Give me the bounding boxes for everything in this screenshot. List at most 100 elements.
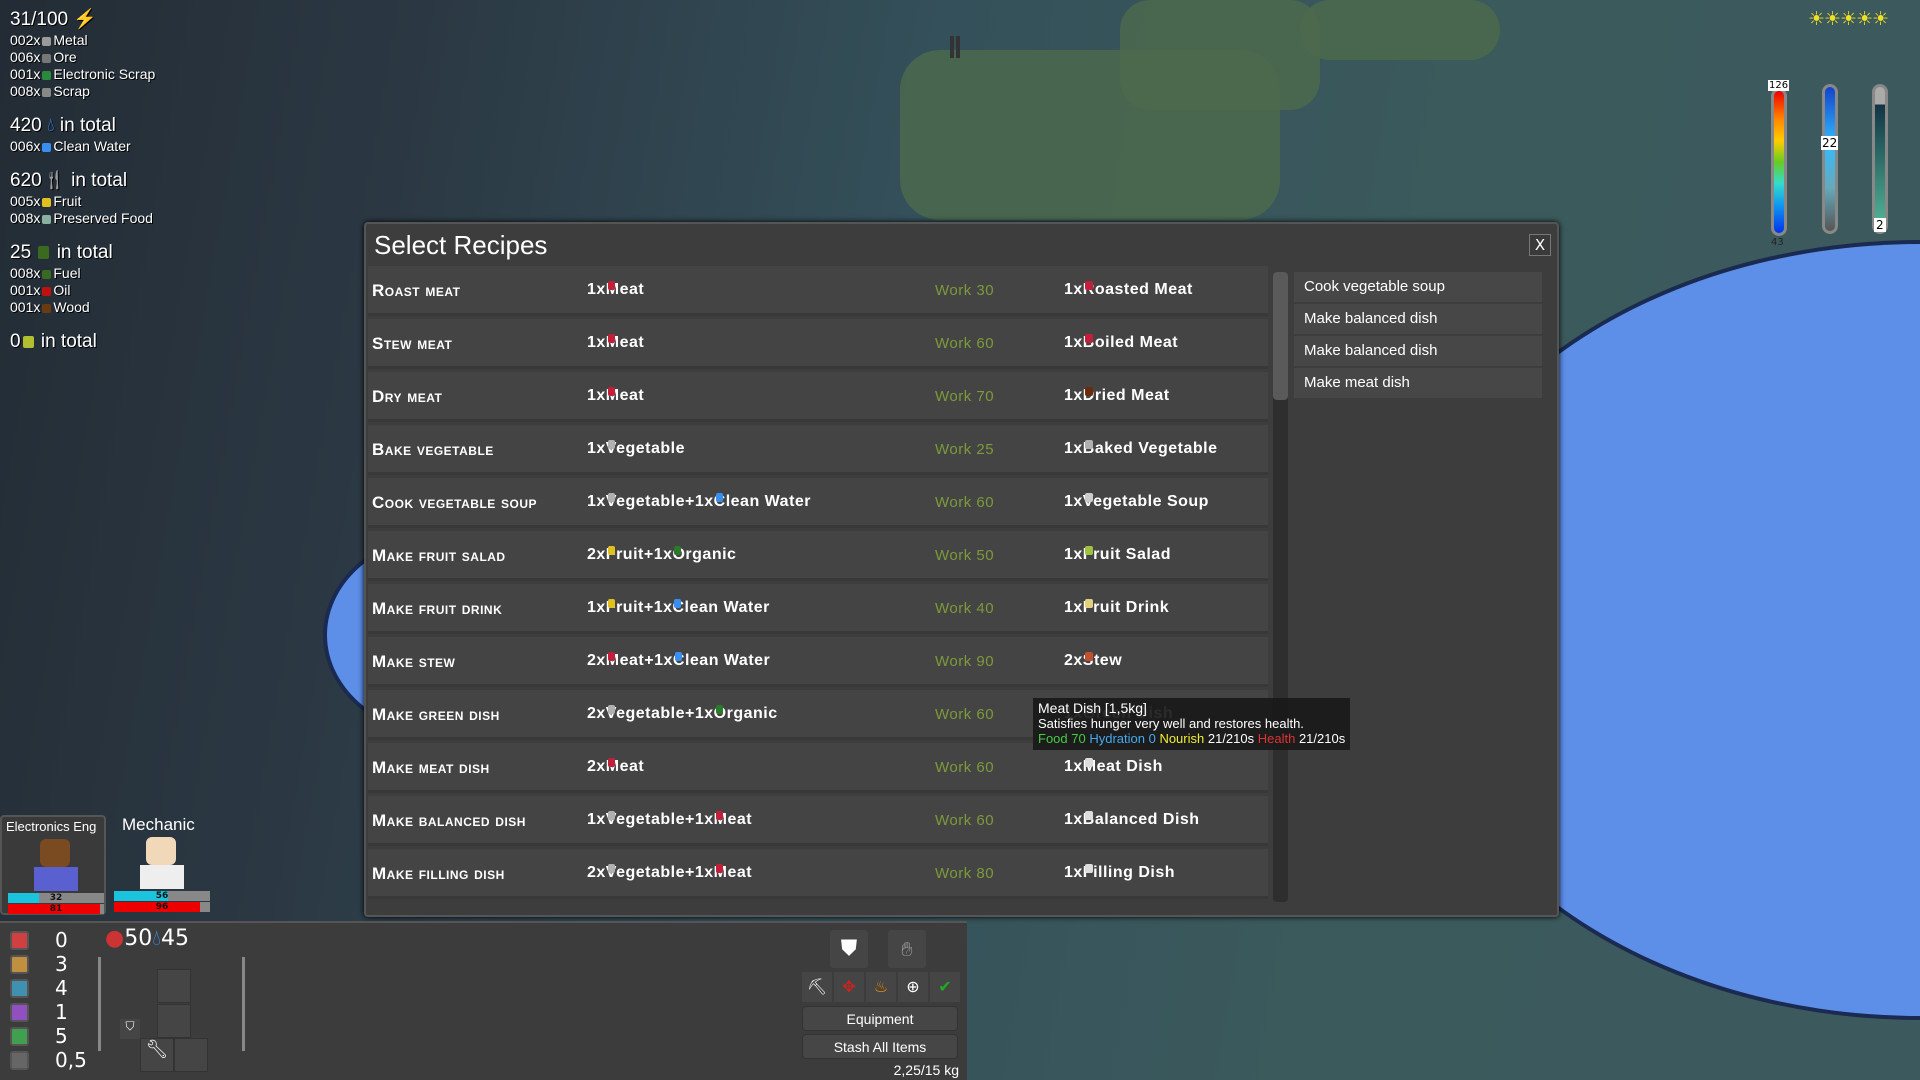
ingredient-name: Meat [605, 652, 645, 669]
character-card-electronics-eng[interactable]: Electronics Eng 32 81 [0, 815, 106, 915]
recipe-name: Cook vegetable soup [372, 493, 538, 512]
queue-item[interactable]: Make balanced dish [1294, 336, 1542, 366]
queue-item[interactable]: Make balanced dish [1294, 304, 1542, 334]
character-card-mechanic[interactable]: Mechanic 56 96 [108, 815, 214, 915]
ingredient-name: Meat [605, 758, 645, 775]
veg-icon [607, 811, 615, 820]
recipe-inputs: 1x Meat [587, 334, 644, 352]
recipe-inputs: 2x Meat [587, 758, 644, 776]
recipe-row[interactable]: Bake vegetable 1x Vegetable Work 25 1x Baked … [368, 425, 1268, 475]
tooltip-health: Health [1257, 731, 1296, 746]
stash-all-items-button[interactable]: Stash All Items [802, 1034, 958, 1059]
stat-value: 1 [55, 1000, 68, 1024]
equipment-slot-body[interactable] [157, 1004, 191, 1038]
work-icon[interactable]: ⛏ [802, 972, 832, 1002]
scrollbar-thumb[interactable] [1273, 272, 1288, 400]
in-total-label: in total [71, 170, 128, 191]
ingredient-name: Clean Water [713, 493, 812, 510]
equipment-button[interactable]: Equipment [802, 1006, 958, 1031]
resource-name: Fuel [53, 265, 81, 281]
ingredient-name: Meat [605, 387, 645, 404]
soup-icon [1084, 493, 1093, 502]
recipe-name: Make fruit drink [372, 599, 503, 618]
queue-item[interactable]: Make meat dish [1294, 368, 1542, 398]
ingredient-qty: 1x [587, 281, 606, 298]
meat-icon [1084, 281, 1093, 290]
attack-icon[interactable]: ✥ [834, 972, 864, 1002]
recipe-row[interactable]: Make stew 2x Meat+1x Clean Water Work 90 2x St… [368, 637, 1268, 687]
temperature-base-value: 43 [1771, 237, 1784, 248]
wrench-tool-slot[interactable]: 🔧︎ [140, 1038, 174, 1072]
ingredient-qty: 1x [587, 334, 606, 351]
energy-bar: 96 [114, 902, 210, 912]
tooltip-hydration: Hydration 0 [1089, 731, 1156, 746]
shield-icon[interactable]: ⛉ [120, 1019, 140, 1039]
recipe-output: 1x Filling Dish [1064, 864, 1175, 882]
equipment-slot-head[interactable] [157, 969, 191, 1003]
equipment-slot-hand[interactable] [174, 1038, 208, 1072]
recipe-name: Bake vegetable [372, 440, 494, 459]
divider [98, 957, 101, 1051]
medkit-icon[interactable]: ⊕ [898, 972, 928, 1002]
ingredient-qty: 2x [587, 652, 606, 669]
fire-icon[interactable]: ♨ [866, 972, 896, 1002]
veg-icon [607, 705, 615, 714]
ingredient-qty: 2x [587, 864, 606, 881]
ingredient-name: Fruit [605, 546, 644, 563]
hand-icon[interactable]: ✋︎ [888, 930, 926, 968]
veg-icon [1084, 440, 1093, 449]
resource-icon [42, 87, 52, 97]
close-button[interactable]: X [1529, 234, 1551, 256]
resource-name: Preserved Food [53, 210, 153, 226]
ingredient-name: Clean Water [672, 599, 770, 616]
stat-value: 0 [55, 928, 68, 952]
veg-icon [607, 440, 615, 449]
resource-name: Clean Water [53, 138, 131, 154]
recipe-row[interactable]: Make filling dish 2x Vegetable+1x Meat Work … [368, 849, 1268, 899]
food-need-value: 50 [124, 926, 153, 951]
armor-icon[interactable]: ⛊ [830, 930, 868, 968]
check-icon[interactable]: ✔ [930, 972, 960, 1002]
recipe-row[interactable]: Make balanced dish 1x Vegetable+1x Meat Work… [368, 796, 1268, 846]
lightning-icon: ⚡ [73, 9, 98, 30]
output-name: Meat Dish [1082, 758, 1163, 775]
output-name: Dried Meat [1082, 387, 1170, 404]
output-name: Filling Dish [1082, 864, 1176, 881]
recipe-name: Make fruit salad [372, 546, 506, 565]
stat-row: 0 [10, 929, 68, 951]
water-gauge-value: 22 [1821, 136, 1839, 150]
health-bar: 32 [8, 893, 104, 903]
recipe-inputs: 1x Vegetable+1x Meat [587, 811, 752, 829]
recipe-output: 1x Boiled Meat [1064, 334, 1178, 352]
recipe-row[interactable]: Roast meat 1x Meat Work 30 1x Roasted Meat [368, 266, 1268, 316]
resource-name: Fruit [53, 193, 82, 209]
ingredient-name: Organic [713, 705, 778, 722]
recipe-work: Work 60 [935, 706, 995, 723]
recipe-queue: Cook vegetable soup Make balanced dish Mak… [1294, 272, 1542, 400]
resource-qty: 008x [10, 83, 41, 99]
tooltip-description: Satisfies hunger very well and restores … [1038, 716, 1304, 731]
resource-qty: 006x [10, 49, 41, 65]
pause-icon[interactable] [950, 36, 960, 58]
water-drop-icon: 💧︎ [152, 926, 162, 951]
recipe-scrollbar[interactable] [1273, 272, 1288, 902]
queue-item[interactable]: Cook vegetable soup [1294, 272, 1542, 302]
output-qty: 1x [1064, 281, 1083, 298]
recipe-row[interactable]: Make fruit salad 2x Fruit+1x Organic Work 50… [368, 531, 1268, 581]
carry-weight: 2,25/15 kg [893, 1062, 959, 1078]
needs-display: ●50💧︎45 [105, 927, 189, 951]
ingredient-qty: +1x [685, 705, 714, 722]
character-label: Electronics Eng [6, 819, 97, 834]
recipe-row[interactable]: Cook vegetable soup 1x Vegetable+1x Clean W… [368, 478, 1268, 528]
recipe-row[interactable]: Make meat dish 2x Meat Work 60 1x Meat Dish [368, 743, 1268, 793]
recipe-row[interactable]: Make fruit drink 1x Fruit+1x Clean Water Wor… [368, 584, 1268, 634]
recipe-row[interactable]: Dry meat 1x Meat Work 70 1x Dried Meat [368, 372, 1268, 422]
recipe-row[interactable]: Stew meat 1x Meat Work 60 1x Boiled Meat [368, 319, 1268, 369]
ingredient-qty: +1x [643, 546, 673, 563]
resource-item: 008x Scrap [10, 83, 155, 100]
recipe-name: Stew meat [372, 334, 453, 353]
recipe-inputs: 1x Fruit+1x Clean Water [587, 599, 770, 617]
resource-qty: 008x [10, 210, 41, 226]
output-name: Fruit Salad [1082, 546, 1171, 563]
recipe-output: 1x Roasted Meat [1064, 281, 1193, 299]
